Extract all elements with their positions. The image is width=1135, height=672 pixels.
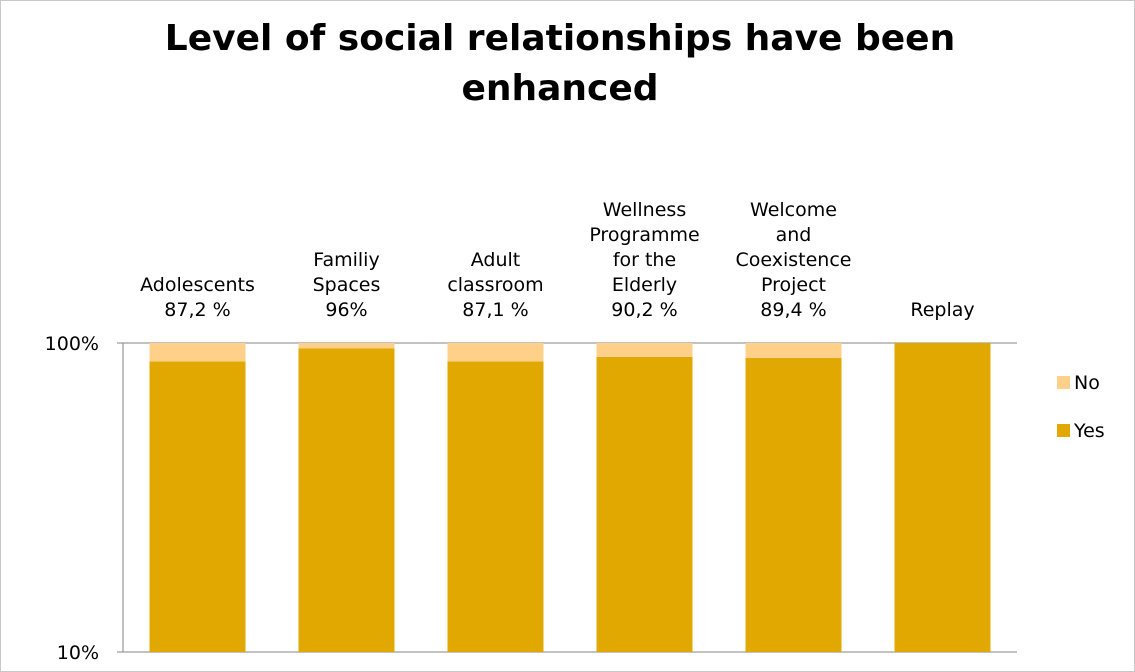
legend-label-yes: Yes bbox=[1073, 420, 1105, 442]
category-label: Welcome and Coexistence Project 89,4 % bbox=[736, 199, 852, 321]
bar-yes bbox=[596, 356, 693, 652]
bar-yes bbox=[894, 343, 991, 652]
bar-no bbox=[596, 343, 693, 357]
category-label: Replay bbox=[910, 299, 974, 321]
y-tick-label: 100% bbox=[45, 333, 99, 355]
chart-title: Level of social relationships have been … bbox=[164, 18, 956, 109]
category-label: Adolescents 87,2 % bbox=[140, 274, 255, 321]
legend-label-no: No bbox=[1074, 372, 1100, 394]
y-tick-label: 10% bbox=[57, 642, 99, 664]
legend-swatch-no bbox=[1057, 376, 1070, 389]
legend-swatch-yes bbox=[1057, 424, 1070, 437]
bar-yes bbox=[149, 361, 246, 652]
bar-no bbox=[298, 343, 395, 349]
bar-no bbox=[447, 343, 544, 362]
category-label: Familiy Spaces 96% bbox=[313, 249, 381, 321]
category-label: Adult classroom 87,1 % bbox=[447, 249, 543, 321]
bar-yes bbox=[447, 361, 544, 652]
bar-yes bbox=[745, 358, 842, 652]
bar-yes bbox=[298, 348, 395, 652]
bar-no bbox=[149, 343, 246, 362]
category-label: Wellness Programme for the Elderly 90,2 % bbox=[589, 199, 699, 321]
bar-no bbox=[745, 343, 842, 359]
